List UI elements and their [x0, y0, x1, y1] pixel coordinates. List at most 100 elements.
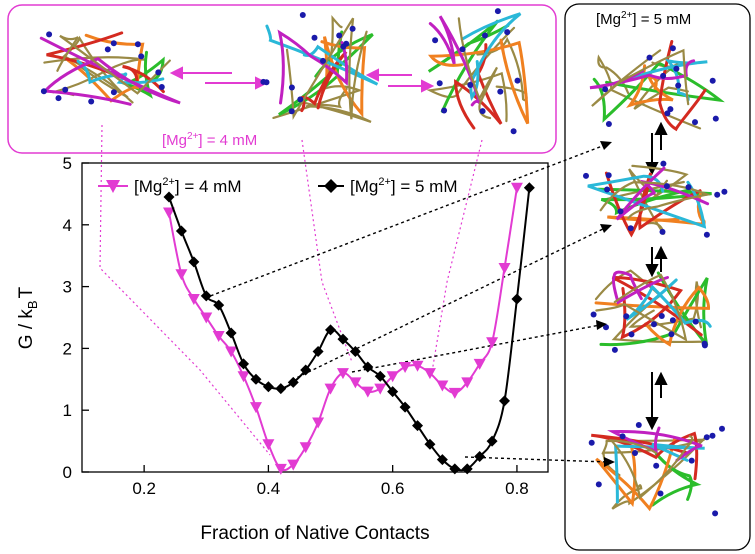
data-series	[162, 182, 535, 475]
mg-ion	[349, 25, 356, 32]
y-tick-label: 4	[63, 216, 72, 235]
y-axis-label: G / kBT	[16, 286, 40, 349]
mg-ion	[590, 311, 597, 318]
series-line	[168, 187, 531, 472]
rna-strand	[628, 168, 668, 236]
legend-entry-5mM: [Mg2+] = 5 mM	[318, 176, 458, 196]
mg-ion	[660, 72, 667, 79]
data-point	[424, 438, 436, 450]
data-point	[225, 327, 237, 339]
mg-ion	[663, 183, 670, 190]
data-point	[362, 361, 374, 373]
mg-ion	[701, 340, 708, 347]
data-point	[262, 381, 274, 393]
data-point	[237, 371, 250, 383]
rna-strand	[66, 33, 145, 103]
mg-ion	[692, 119, 698, 126]
data-point	[448, 387, 461, 399]
data-point	[212, 331, 225, 343]
rna-strand	[607, 426, 703, 462]
data-point	[324, 383, 337, 395]
rna-strand	[612, 58, 708, 102]
data-point	[249, 402, 262, 414]
mg-ion	[263, 79, 270, 86]
data-point	[262, 439, 275, 451]
data-point	[336, 368, 349, 380]
data-point	[474, 451, 486, 463]
mg-ion	[588, 439, 595, 446]
data-point	[163, 191, 175, 203]
mg-ion	[514, 77, 521, 84]
rna-strand	[320, 36, 367, 118]
mg-ion	[343, 40, 350, 47]
data-point	[499, 395, 511, 407]
data-point	[200, 290, 212, 302]
legend: [Mg2+] = 4 mM [Mg2+] = 5 mM	[98, 176, 458, 196]
rna-strand	[589, 59, 696, 90]
mg-ion	[675, 82, 682, 89]
rna-strand	[587, 174, 707, 229]
mg-ion	[657, 490, 664, 497]
mg-ion	[138, 53, 145, 60]
top-inset-box	[7, 4, 557, 154]
rna-strand	[39, 36, 181, 106]
mg-ion	[628, 331, 635, 338]
mg-ion	[46, 31, 53, 38]
data-point	[187, 293, 200, 305]
mg-ion	[719, 425, 725, 432]
rna-strand	[626, 64, 674, 109]
mg-ion	[632, 450, 638, 456]
projection-arrowheads	[596, 141, 615, 467]
rna-strand	[628, 281, 702, 329]
data-point	[225, 346, 238, 358]
data-point	[498, 263, 511, 275]
mg-ion	[482, 32, 488, 39]
mg-ion	[611, 346, 618, 353]
mg-ion	[709, 77, 716, 84]
rna-strand	[611, 270, 669, 305]
x-tick-label: 0.8	[505, 479, 529, 498]
mg-ion	[669, 317, 676, 324]
data-point	[399, 361, 412, 373]
rna-strand	[594, 285, 711, 347]
legend-marker-diamond	[324, 179, 338, 193]
series-0	[162, 182, 523, 475]
series-1	[163, 182, 535, 475]
rna-structure-top-2	[260, 12, 379, 123]
mg-ion	[602, 86, 609, 93]
rna-strand	[428, 15, 482, 107]
equilibrium-arrows-2	[365, 68, 435, 93]
data-point	[287, 459, 300, 471]
data-point	[274, 463, 287, 475]
data-point	[523, 182, 535, 194]
rna-strand	[614, 442, 705, 504]
mg-ion	[288, 84, 295, 91]
mg-ion	[703, 434, 710, 441]
mg-ion	[497, 88, 504, 95]
rna-strand	[298, 87, 372, 123]
legend-entry-4mM: [Mg2+] = 4 mM	[98, 176, 242, 196]
mg-ion	[288, 108, 295, 115]
mg-ion	[311, 34, 318, 41]
rna-structure-right-2	[583, 160, 728, 238]
svg-text:[Mg2+] = 4 mM: [Mg2+] = 4 mM	[134, 176, 242, 196]
data-point	[486, 435, 498, 447]
x-axis: 0.2 0.4 0.6 0.8	[132, 465, 529, 498]
data-point	[510, 182, 523, 194]
rna-strand	[428, 38, 530, 125]
data-point	[175, 269, 188, 281]
x-tick-label: 0.6	[381, 479, 405, 498]
equilibrium-arrows-1	[169, 66, 269, 90]
mg-ion	[104, 46, 111, 53]
data-point	[275, 383, 287, 395]
rna-strand	[615, 166, 710, 221]
mg-ion	[504, 29, 511, 36]
mg-ion	[510, 128, 517, 135]
y-tick-label: 5	[63, 154, 72, 173]
rna-structure-right-3	[590, 269, 712, 353]
mg-ion	[658, 313, 665, 319]
data-point	[312, 345, 324, 357]
data-point	[349, 345, 361, 357]
rna-strand	[608, 435, 694, 500]
plot-frame	[81, 162, 549, 473]
